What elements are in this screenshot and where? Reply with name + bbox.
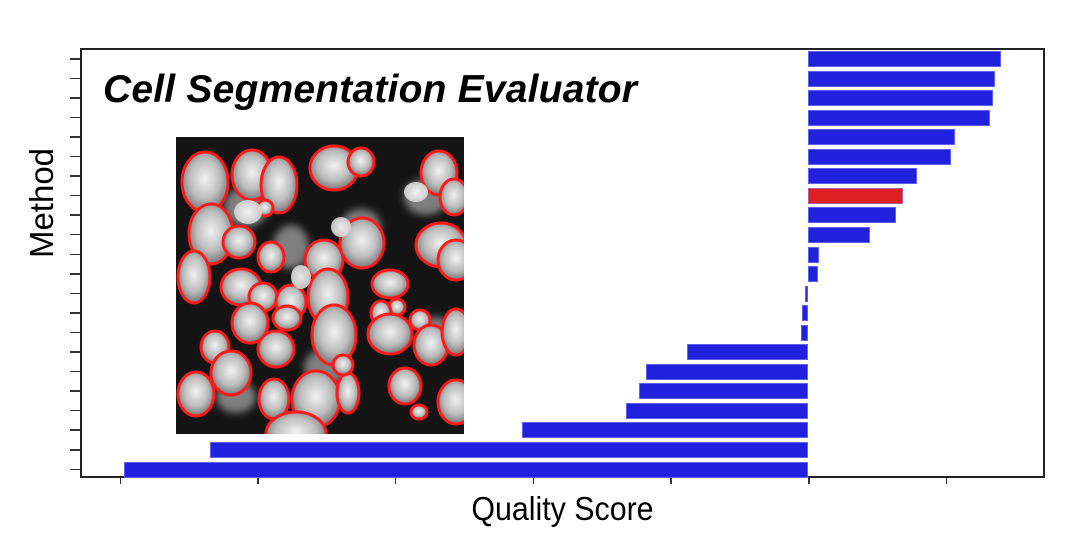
bar-m4 xyxy=(808,109,990,126)
x-tick xyxy=(394,478,397,484)
y-tick xyxy=(70,312,80,314)
y-tick xyxy=(70,58,80,60)
y-tick xyxy=(70,77,80,80)
x-tick xyxy=(670,478,672,484)
y-tick xyxy=(70,351,80,353)
y-tick xyxy=(70,273,80,275)
y-tick xyxy=(70,116,80,119)
y-tick xyxy=(70,214,80,216)
bar-m7 xyxy=(808,168,917,185)
bar-m14 xyxy=(802,305,808,322)
bar-m9 xyxy=(808,207,897,224)
bar-m2 xyxy=(808,70,996,87)
y-tick xyxy=(70,390,80,392)
x-tick xyxy=(808,478,810,484)
y-tick xyxy=(70,136,80,138)
bar-m20 xyxy=(521,422,808,439)
y-axis-label: Method xyxy=(23,147,60,259)
bar-m8 xyxy=(808,187,903,204)
bar-m10 xyxy=(808,226,870,243)
bar-m22 xyxy=(123,461,808,478)
bar-m18 xyxy=(638,383,808,400)
y-tick xyxy=(70,468,80,471)
bar-m11 xyxy=(808,246,820,263)
x-tick xyxy=(119,478,121,484)
x-tick xyxy=(532,478,535,484)
bar-m12 xyxy=(808,266,818,283)
y-tick xyxy=(70,97,80,99)
bar-m21 xyxy=(210,442,808,458)
bar-m15 xyxy=(801,324,808,341)
y-tick xyxy=(70,409,80,412)
y-tick xyxy=(70,194,80,197)
bar-m1 xyxy=(808,51,1001,67)
y-tick xyxy=(70,449,80,451)
bar-m16 xyxy=(686,344,808,361)
y-tick xyxy=(70,429,80,431)
bar-m19 xyxy=(626,402,808,419)
y-tick xyxy=(70,331,80,334)
x-tick xyxy=(257,478,259,484)
y-tick xyxy=(70,233,80,236)
bar-m17 xyxy=(645,363,808,380)
x-axis-label: Quality Score xyxy=(471,490,654,527)
bar-m3 xyxy=(808,90,993,107)
bar-m6 xyxy=(808,148,952,165)
cell-microscopy-image xyxy=(176,137,464,434)
y-tick xyxy=(70,175,80,177)
segmentation-inset-image xyxy=(176,137,464,434)
y-tick xyxy=(70,155,80,158)
y-tick xyxy=(70,253,80,255)
bar-m5 xyxy=(808,129,956,146)
y-tick xyxy=(70,370,80,373)
bar-m13 xyxy=(805,285,808,302)
y-tick xyxy=(70,292,80,295)
chart-title: Cell Segmentation Evaluator xyxy=(103,68,638,111)
x-tick xyxy=(945,478,948,484)
